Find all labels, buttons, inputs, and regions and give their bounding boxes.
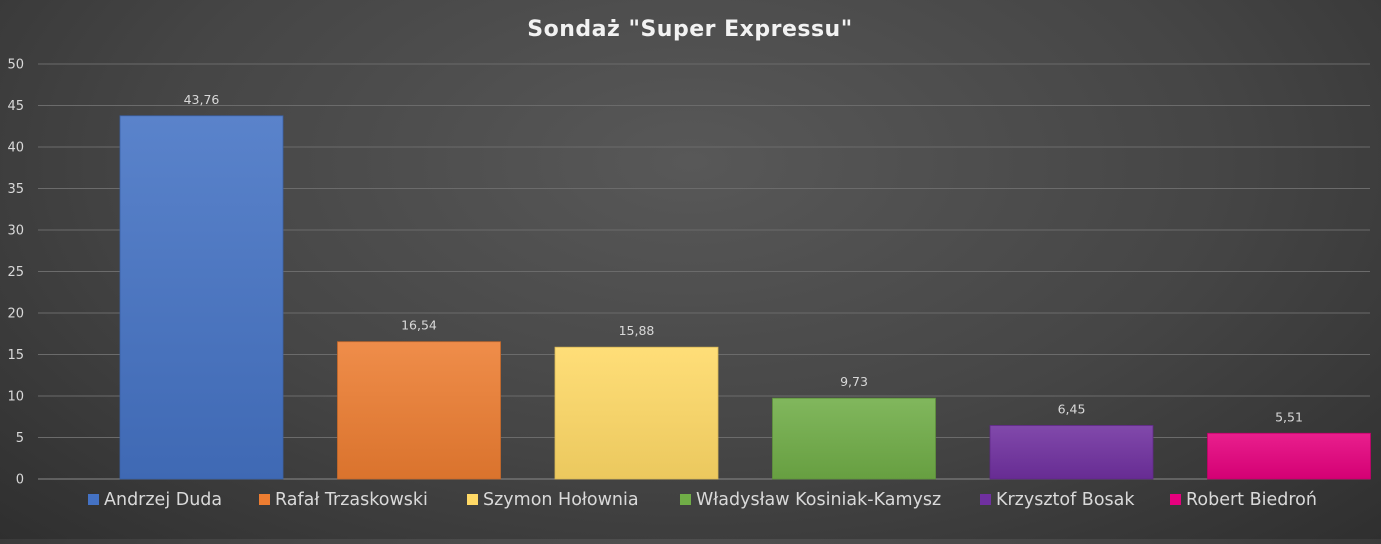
- legend-swatch: [88, 494, 99, 505]
- legend-swatch: [259, 494, 270, 505]
- legend-label: Rafał Trzaskowski: [275, 490, 428, 510]
- legend-label: Krzysztof Bosak: [996, 490, 1135, 510]
- y-tick-label: 15: [7, 348, 24, 363]
- data-label: 6,45: [1058, 401, 1086, 416]
- legend: Andrzej Duda Rafał Trzaskowski Szymon Hoło…: [88, 490, 1317, 510]
- y-tick-label: 5: [16, 431, 24, 446]
- y-tick-label: 20: [7, 307, 24, 322]
- data-labels: 43,76 16,54 15,88 9,73 6,45 5,51: [184, 92, 1303, 424]
- y-tick-label: 40: [7, 141, 24, 156]
- y-tick-label: 30: [7, 224, 24, 239]
- legend-label: Robert Biedroń: [1186, 490, 1317, 510]
- y-tick-label: 25: [7, 265, 24, 280]
- data-label: 15,88: [619, 323, 655, 338]
- data-label: 43,76: [184, 92, 220, 107]
- bars: [119, 115, 1371, 480]
- data-label: 16,54: [401, 318, 437, 333]
- legend-swatch: [1170, 494, 1181, 505]
- data-label: 5,51: [1275, 409, 1303, 424]
- bar-krzysztof-bosak: [989, 425, 1154, 480]
- bar-robert-biedro-: [1207, 432, 1371, 480]
- y-tick-label: 45: [7, 99, 24, 114]
- bar-andrzej-duda: [119, 115, 284, 480]
- y-tick-label: 10: [7, 390, 24, 405]
- bar-w-adys-aw-kosiniak-kamysz: [772, 397, 936, 480]
- bar-rafa-trzaskowski: [337, 341, 501, 480]
- bar-szymon-ho-ownia: [554, 346, 719, 480]
- y-tick-label: 50: [7, 58, 24, 73]
- legend-swatch: [680, 494, 691, 505]
- y-axis-ticks: 0 5 10 15 20 25 30 35 40 45 50: [7, 58, 24, 488]
- y-tick-label: 0: [16, 473, 24, 488]
- legend-label: Szymon Hołownia: [483, 490, 639, 510]
- legend-swatch: [980, 494, 991, 505]
- legend-swatch: [467, 494, 478, 505]
- data-label: 9,73: [840, 374, 868, 389]
- legend-label: Władysław Kosiniak-Kamysz: [696, 490, 941, 510]
- legend-label: Andrzej Duda: [104, 490, 222, 510]
- chart-title: Sondaż "Super Expressu": [527, 17, 852, 42]
- y-tick-label: 35: [7, 182, 24, 197]
